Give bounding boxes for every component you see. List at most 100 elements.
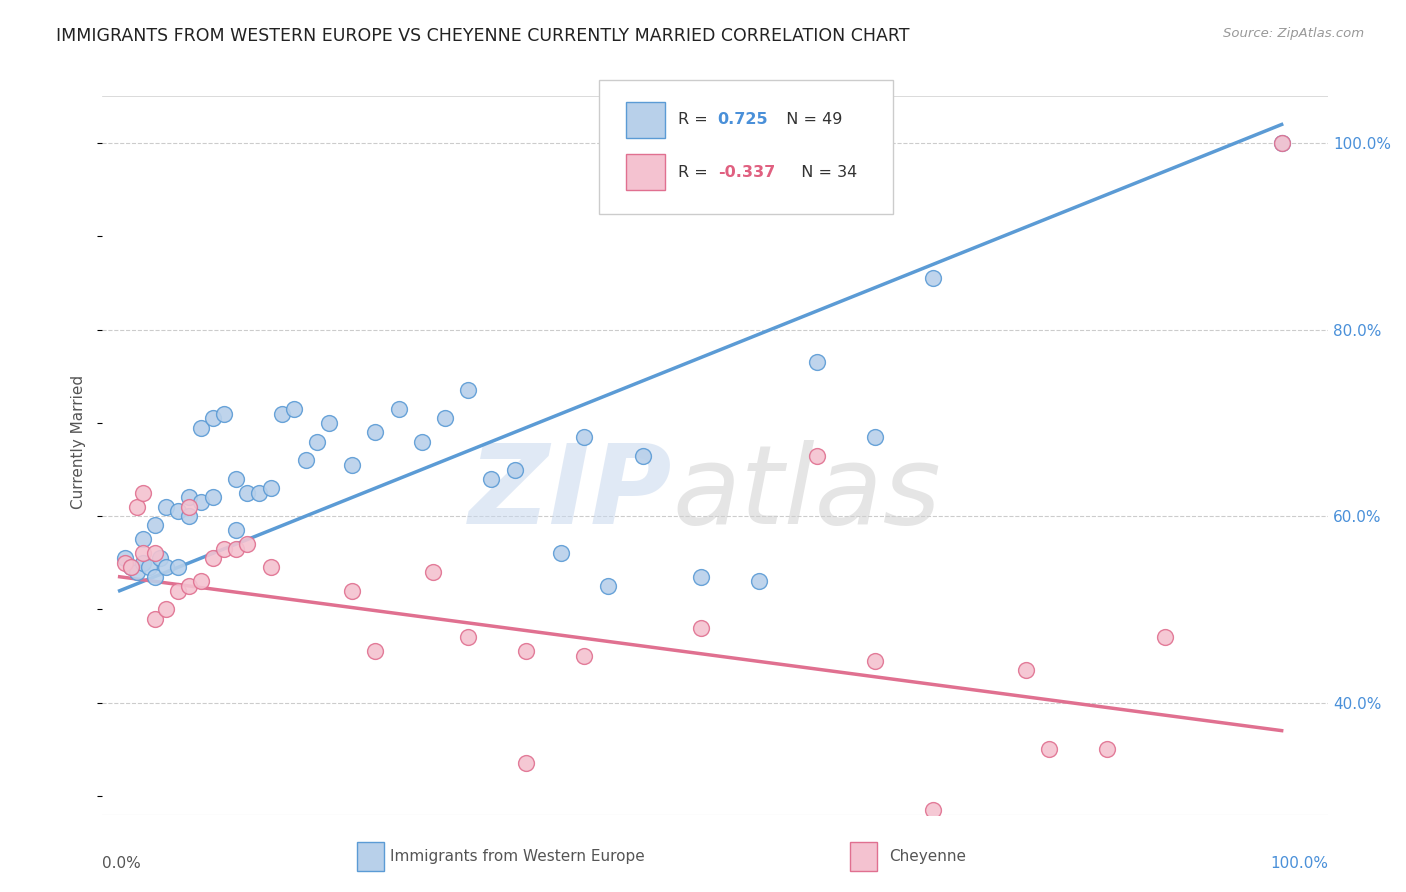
Text: Source: ZipAtlas.com: Source: ZipAtlas.com bbox=[1223, 27, 1364, 40]
Text: -0.337: -0.337 bbox=[717, 165, 775, 179]
Text: R =: R = bbox=[679, 112, 713, 128]
Point bbox=[422, 565, 444, 579]
Point bbox=[340, 458, 363, 472]
Text: 0.725: 0.725 bbox=[717, 112, 768, 128]
Point bbox=[212, 541, 235, 556]
Point bbox=[503, 462, 526, 476]
Point bbox=[190, 420, 212, 434]
Bar bbox=[357, 842, 384, 871]
Point bbox=[166, 560, 188, 574]
Text: ZIP: ZIP bbox=[468, 441, 672, 548]
Point bbox=[143, 546, 166, 560]
Point bbox=[457, 631, 479, 645]
Point bbox=[515, 644, 537, 658]
Point bbox=[247, 486, 270, 500]
Point bbox=[190, 495, 212, 509]
Point bbox=[114, 556, 136, 570]
Point bbox=[149, 551, 172, 566]
Point bbox=[166, 583, 188, 598]
Text: N = 34: N = 34 bbox=[792, 165, 858, 179]
Point bbox=[236, 537, 259, 551]
Point bbox=[806, 355, 828, 369]
Point bbox=[260, 560, 283, 574]
Point bbox=[748, 574, 770, 589]
Point bbox=[120, 560, 142, 574]
Point bbox=[689, 621, 711, 635]
Point bbox=[125, 565, 148, 579]
Point bbox=[340, 583, 363, 598]
Point bbox=[806, 449, 828, 463]
Point bbox=[132, 546, 155, 560]
Point bbox=[863, 654, 886, 668]
Text: Cheyenne: Cheyenne bbox=[889, 849, 966, 863]
Bar bbox=[626, 102, 665, 138]
Point bbox=[155, 500, 177, 514]
Text: 100.0%: 100.0% bbox=[1270, 855, 1329, 871]
Point bbox=[201, 551, 224, 566]
Point bbox=[201, 411, 224, 425]
Point bbox=[596, 579, 619, 593]
Text: N = 49: N = 49 bbox=[776, 112, 842, 128]
Point bbox=[138, 560, 160, 574]
Point bbox=[922, 803, 945, 817]
Point bbox=[143, 612, 166, 626]
Point bbox=[1154, 631, 1177, 645]
Point bbox=[922, 271, 945, 285]
Point bbox=[143, 518, 166, 533]
Point bbox=[120, 560, 142, 574]
Point bbox=[387, 401, 409, 416]
Point bbox=[1038, 742, 1060, 756]
Text: atlas: atlas bbox=[672, 441, 941, 548]
Point bbox=[1271, 136, 1294, 150]
Point bbox=[179, 491, 201, 505]
Point bbox=[307, 434, 329, 449]
Point bbox=[1271, 136, 1294, 150]
Point bbox=[515, 756, 537, 771]
Text: 0.0%: 0.0% bbox=[103, 855, 141, 871]
Point bbox=[457, 383, 479, 397]
Text: R =: R = bbox=[679, 165, 713, 179]
Point bbox=[294, 453, 316, 467]
Point bbox=[236, 486, 259, 500]
Point bbox=[841, 840, 863, 855]
Bar bbox=[626, 154, 665, 190]
Point bbox=[481, 472, 503, 486]
Point bbox=[143, 570, 166, 584]
Point bbox=[271, 407, 294, 421]
Point bbox=[574, 648, 596, 663]
Point bbox=[166, 504, 188, 518]
Point bbox=[155, 560, 177, 574]
Point bbox=[631, 449, 654, 463]
Point bbox=[411, 434, 433, 449]
Point bbox=[863, 430, 886, 444]
Point bbox=[190, 574, 212, 589]
Bar bbox=[851, 842, 877, 871]
Point bbox=[689, 570, 711, 584]
Point bbox=[225, 541, 247, 556]
Point bbox=[434, 411, 457, 425]
Point bbox=[225, 523, 247, 537]
Point bbox=[550, 546, 572, 560]
Point bbox=[125, 500, 148, 514]
Point bbox=[132, 533, 155, 547]
Point bbox=[574, 430, 596, 444]
Text: Immigrants from Western Europe: Immigrants from Western Europe bbox=[391, 849, 645, 863]
Point bbox=[260, 481, 283, 495]
FancyBboxPatch shape bbox=[599, 79, 893, 214]
Point bbox=[1015, 663, 1038, 677]
Point bbox=[283, 401, 305, 416]
Point bbox=[364, 644, 387, 658]
Point bbox=[201, 491, 224, 505]
Point bbox=[1097, 742, 1119, 756]
Point bbox=[155, 602, 177, 616]
Point bbox=[114, 551, 136, 566]
Point bbox=[179, 509, 201, 524]
Point bbox=[364, 425, 387, 440]
Point bbox=[132, 556, 155, 570]
Point bbox=[212, 407, 235, 421]
Point bbox=[318, 416, 340, 430]
Y-axis label: Currently Married: Currently Married bbox=[72, 375, 86, 508]
Point bbox=[225, 472, 247, 486]
Text: IMMIGRANTS FROM WESTERN EUROPE VS CHEYENNE CURRENTLY MARRIED CORRELATION CHART: IMMIGRANTS FROM WESTERN EUROPE VS CHEYEN… bbox=[56, 27, 910, 45]
Point bbox=[179, 500, 201, 514]
